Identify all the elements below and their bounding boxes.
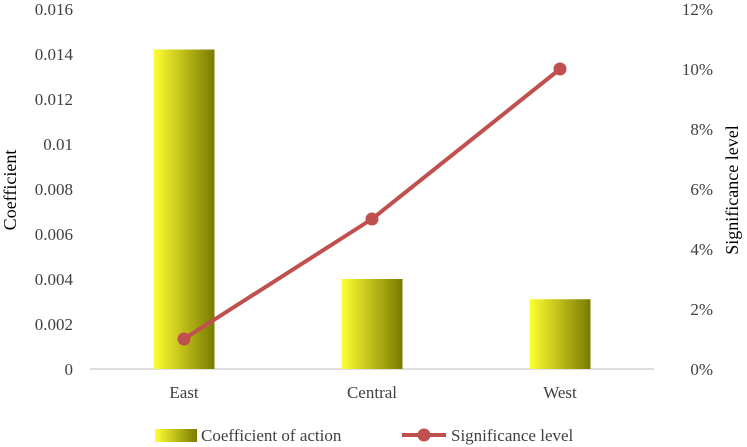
y-tick-label: 0.002: [35, 315, 73, 334]
y2-tick-label: 12%: [682, 0, 713, 19]
y-tick-label: 0.008: [35, 180, 73, 199]
y2-tick-label: 10%: [682, 60, 713, 79]
x-tick-label: West: [543, 383, 577, 402]
y2-tick-label: 2%: [690, 300, 713, 319]
y-tick-label: 0: [65, 360, 74, 379]
line-point: [177, 332, 191, 346]
bar: [529, 299, 591, 369]
bar: [153, 49, 215, 369]
y-tick-label: 0.012: [35, 90, 73, 109]
y-tick-label: 0.01: [43, 135, 73, 154]
bar-series: [153, 49, 591, 369]
legend-label-line: Significance level: [451, 426, 574, 445]
bar: [341, 279, 403, 369]
x-tick-label: East: [169, 383, 199, 402]
line-series: [177, 62, 567, 346]
line-point: [553, 62, 567, 76]
line-point: [365, 212, 379, 226]
y2-tick-label: 0%: [690, 360, 713, 379]
axes: 0 0.002 0.004 0.006 0.008 0.01 0.012 0.014 0.016…: [35, 0, 713, 402]
y-axis-title: Coefficient: [0, 150, 20, 231]
y-tick-label: 0.014: [35, 45, 74, 64]
y2-tick-label: 8%: [690, 120, 713, 139]
y-tick-label: 0.004: [35, 270, 74, 289]
y-tick-label: 0.006: [35, 225, 73, 244]
x-tick-label: Central: [347, 383, 397, 402]
legend-swatch-bar: [155, 429, 197, 442]
y2-tick-label: 4%: [690, 240, 713, 259]
y-tick-label: 0.016: [35, 0, 73, 19]
legend-marker-line: [417, 428, 431, 442]
legend-label-bar: Coefficient of action: [201, 426, 342, 445]
legend: Coefficient of action Significance level: [155, 426, 574, 445]
y2-axis-title: Significance level: [722, 125, 742, 254]
y2-tick-label: 6%: [690, 180, 713, 199]
